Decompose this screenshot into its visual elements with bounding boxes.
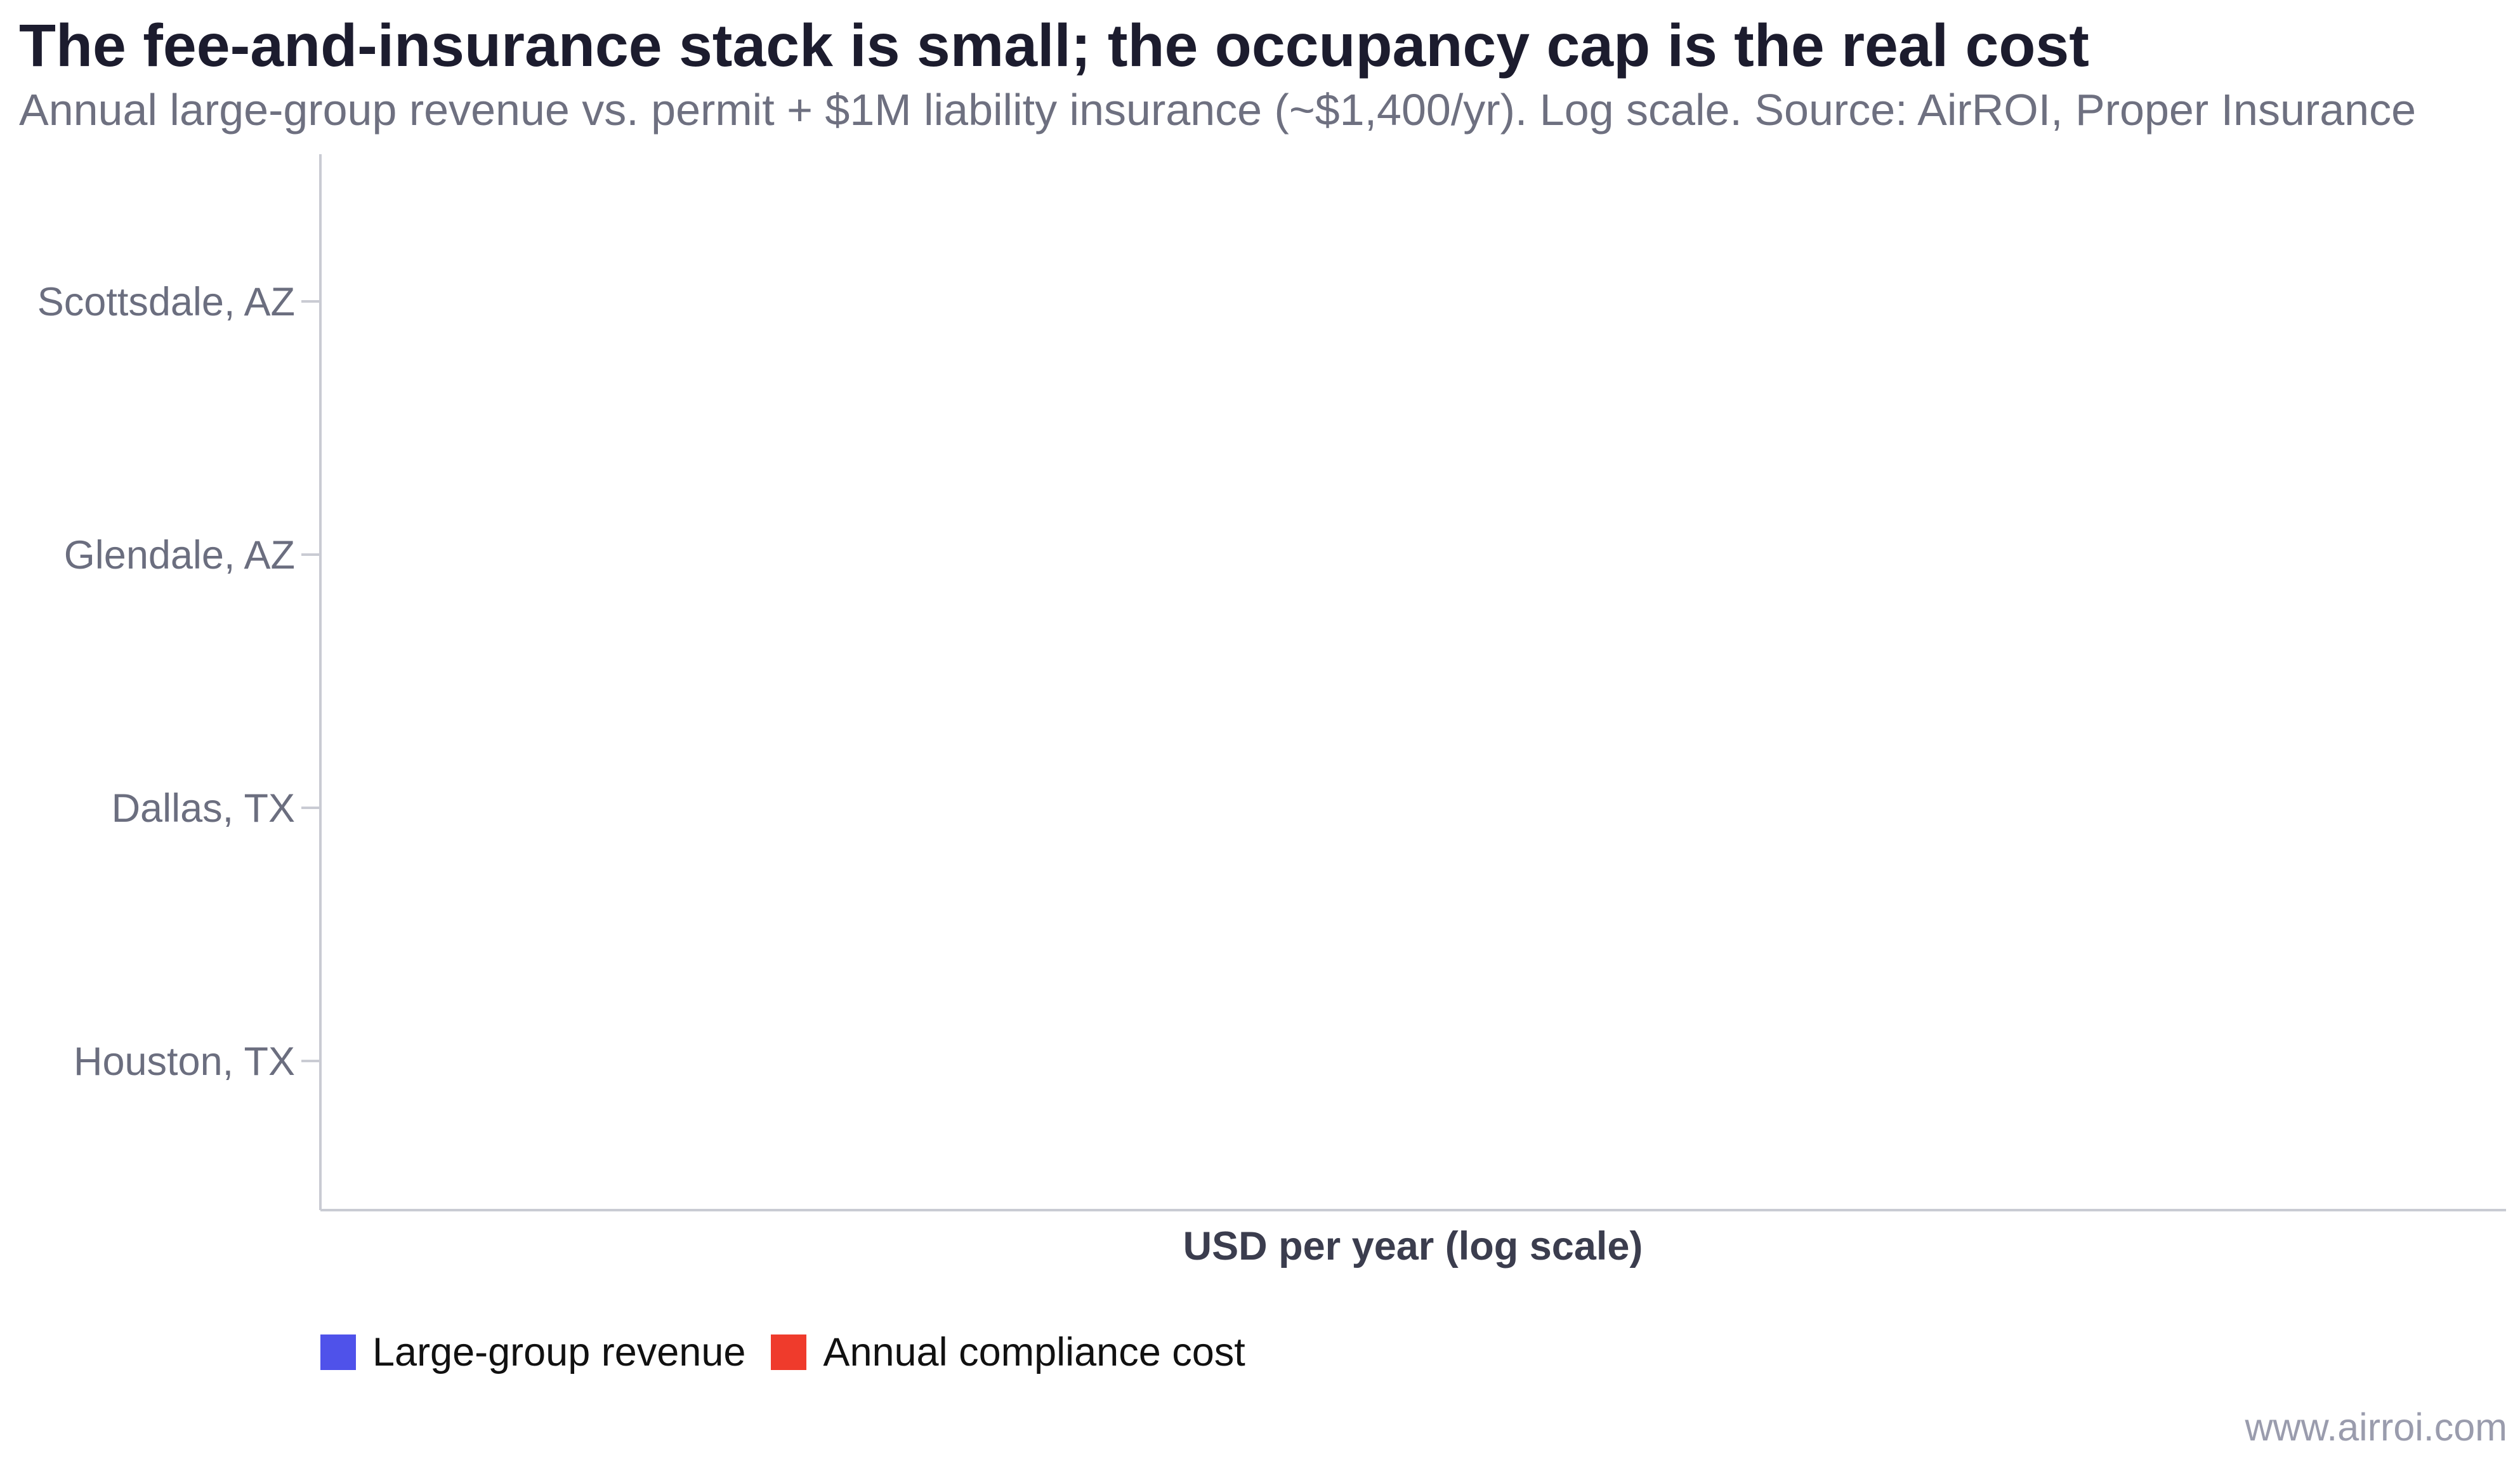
watermark: www.airroi.com (2245, 1406, 2507, 1449)
legend-swatch-compliance (771, 1334, 807, 1370)
y-axis: Scottsdale, AZ Glendale, AZ Dallas, TX Hous… (37, 154, 322, 1210)
y-tick-label: Houston, TX (74, 1039, 295, 1084)
chart-subtitle: Annual large-group revenue vs. permit + … (19, 85, 2417, 135)
x-axis-title: USD per year (log scale) (1183, 1224, 1643, 1268)
legend-item-revenue: Large-group revenue (320, 1329, 745, 1375)
legend-item-compliance: Annual compliance cost (771, 1329, 1245, 1375)
chart-title: The fee-and-insurance stack is small; th… (19, 12, 2089, 79)
legend-swatch-revenue (320, 1334, 356, 1370)
y-tick-label: Dallas, TX (112, 786, 295, 831)
legend-label-revenue: Large-group revenue (372, 1330, 746, 1374)
x-axis: USD per year (log scale) (320, 1209, 2506, 1268)
legend: Large-group revenue Annual compliance co… (320, 1329, 1271, 1375)
y-tick-label: Scottsdale, AZ (37, 280, 295, 324)
y-tick-label: Glendale, AZ (64, 533, 295, 577)
legend-label-compliance: Annual compliance cost (823, 1330, 1245, 1374)
